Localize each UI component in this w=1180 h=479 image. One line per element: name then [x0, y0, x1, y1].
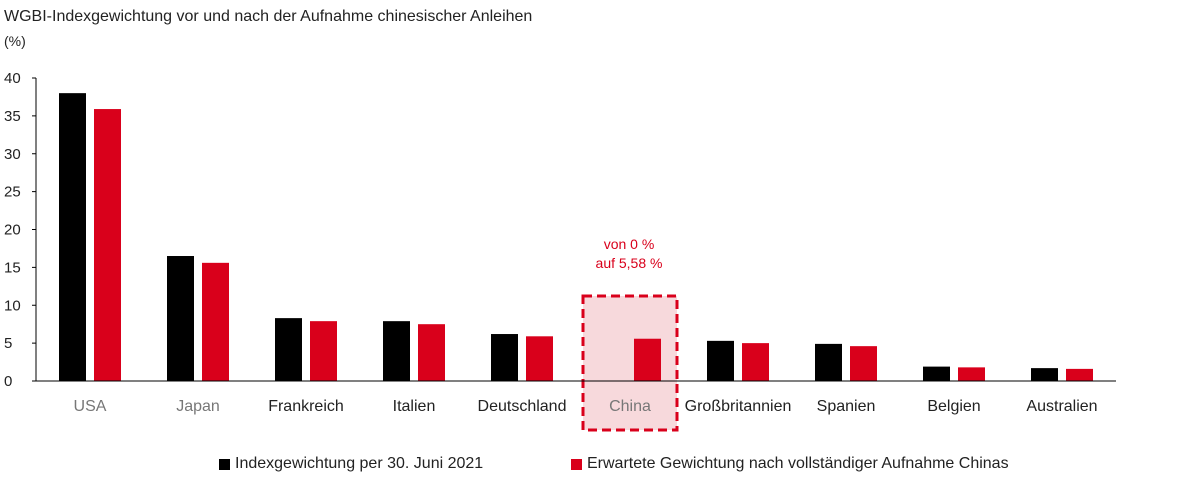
- bar-chart: von 0 % auf 5,58 % 0 5 10 15 20 25 30 35 40 USA Japa…: [4, 70, 1116, 432]
- y-tick-label: 35: [4, 108, 21, 125]
- x-tick-label: Italien: [393, 398, 436, 415]
- highlight-annotation-line1: von 0 %: [604, 236, 655, 252]
- x-tick-label: Belgien: [927, 398, 980, 415]
- legend-label: Indexgewichtung per 30. Juni 2021: [235, 455, 484, 472]
- bar-belgien-series-2: [958, 367, 985, 381]
- bar-deutschland-series-1: [491, 334, 518, 381]
- bar-australien-series-1: [1031, 368, 1058, 381]
- bar-italien-series-2: [418, 324, 445, 381]
- bar-gro-britannien-series-2: [742, 343, 769, 381]
- bar-belgien-series-1: [923, 366, 950, 381]
- bar-frankreich-series-2: [310, 321, 337, 381]
- x-tick-label: USA: [74, 398, 107, 415]
- chart-title: WGBI-Indexgewichtung vor und nach der Au…: [4, 8, 533, 25]
- bar-japan-series-1: [167, 256, 194, 381]
- bar-australien-series-2: [1066, 368, 1093, 381]
- legend-swatch-black: [219, 458, 230, 470]
- bar-usa-series-2: [94, 109, 121, 382]
- y-tick-label: 0: [4, 373, 12, 390]
- y-tick-label: 30: [4, 146, 21, 163]
- legend: Indexgewichtung per 30. Juni 2021 Erwart…: [0, 455, 1180, 475]
- x-tick-label: Frankreich: [268, 398, 344, 415]
- bar-china-series-2: [634, 338, 661, 381]
- bar-frankreich-series-1: [275, 318, 302, 381]
- x-tick-label: Australien: [1026, 398, 1097, 415]
- y-tick-label: 10: [4, 297, 21, 314]
- y-tick-label: 40: [4, 70, 21, 87]
- x-tick-label: Japan: [176, 398, 220, 415]
- legend-label: Erwartete Gewichtung nach vollständiger …: [587, 455, 1009, 472]
- y-tick-label: 20: [4, 222, 21, 239]
- china-highlight-box: [581, 294, 679, 432]
- highlight-annotation-line2: auf 5,58 %: [596, 255, 663, 271]
- bar-usa-series-1: [59, 93, 86, 382]
- y-axis-unit-label: (%): [4, 33, 26, 49]
- x-tick-label: China: [609, 398, 651, 415]
- x-tick-label: Deutschland: [478, 398, 567, 415]
- bar-italien-series-1: [383, 321, 410, 381]
- bar-spanien-series-1: [815, 343, 842, 381]
- y-tick-label: 5: [4, 335, 12, 352]
- y-tick-label: 25: [4, 184, 21, 201]
- legend-item-expected-weight: Erwartete Gewichtung nach vollständiger …: [571, 455, 1009, 473]
- x-tick-label: Spanien: [817, 398, 876, 415]
- y-tick-label: 15: [4, 259, 21, 276]
- bar-spanien-series-2: [850, 346, 877, 381]
- x-tick-label: Großbritannien: [685, 398, 792, 415]
- bar-deutschland-series-2: [526, 336, 553, 381]
- legend-item-index-weight: Indexgewichtung per 30. Juni 2021: [219, 455, 483, 473]
- legend-swatch-red: [571, 458, 582, 470]
- bar-japan-series-2: [202, 262, 229, 381]
- bar-gro-britannien-series-1: [707, 340, 734, 381]
